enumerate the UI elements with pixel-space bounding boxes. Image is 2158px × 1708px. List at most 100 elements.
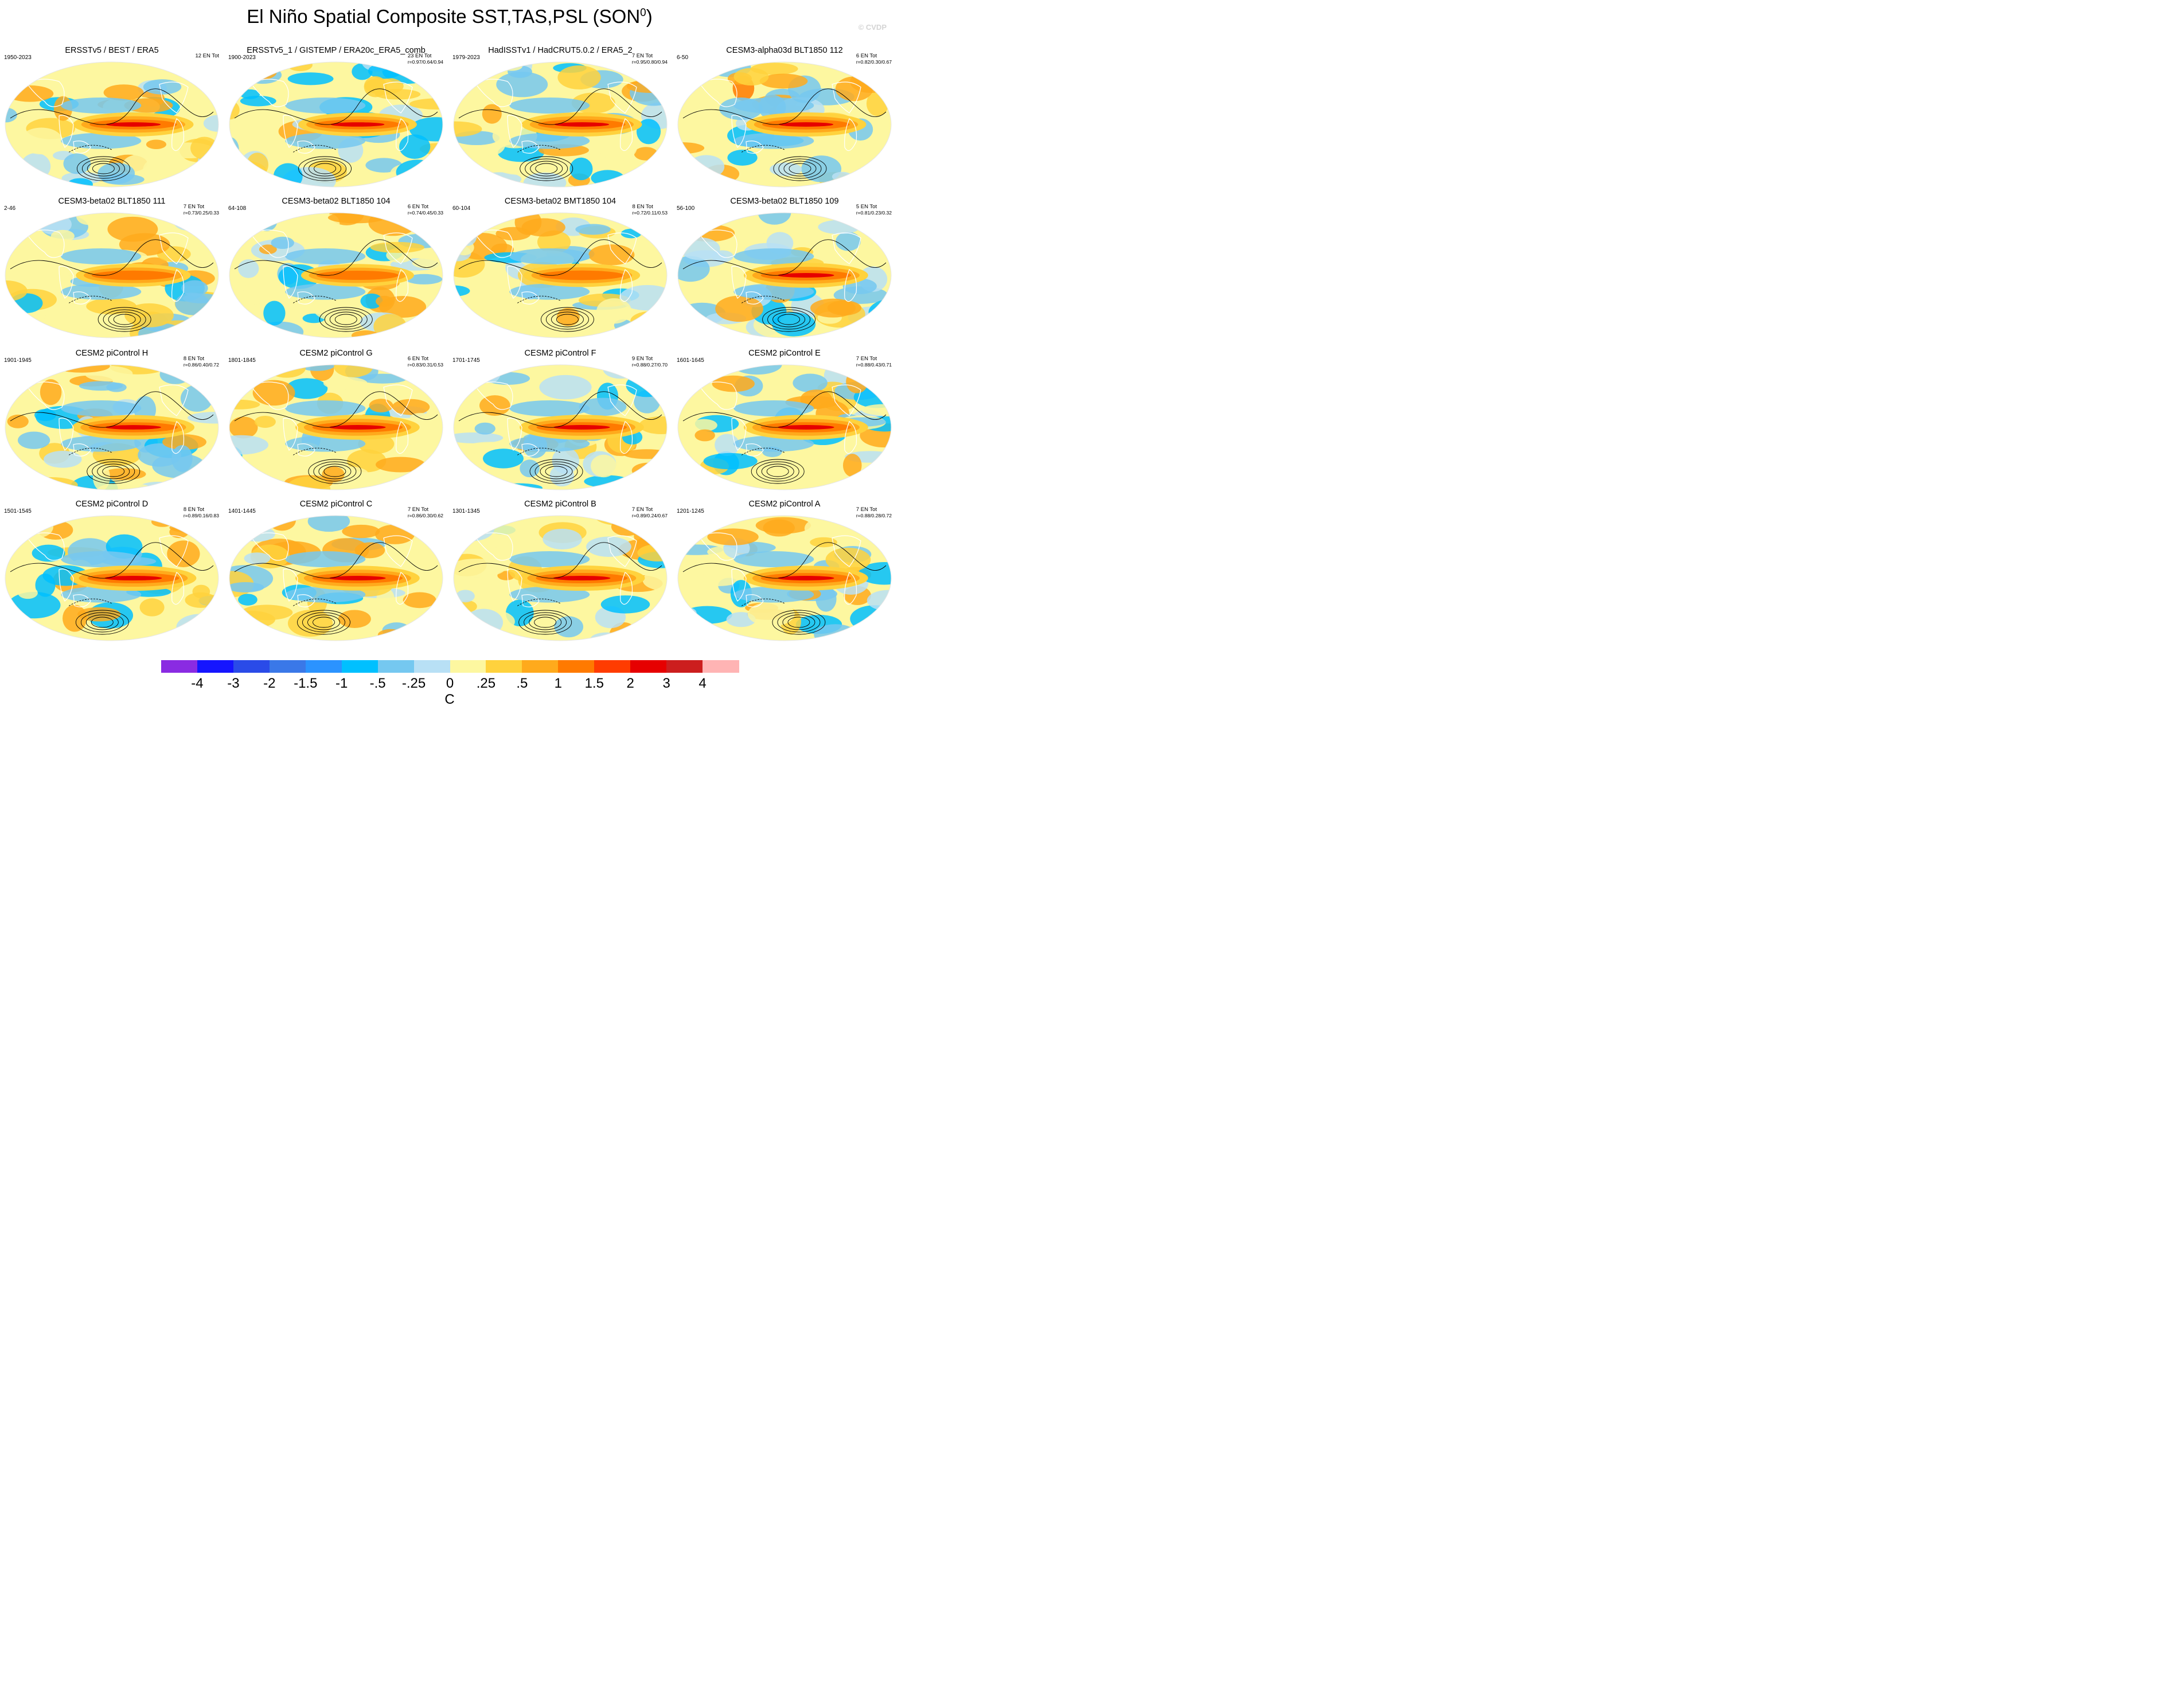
anomaly-blob [409,117,443,142]
coastline [396,572,409,605]
anomaly-blob [254,415,276,428]
anomaly-blob [7,170,43,183]
cool-anomaly-band [509,586,590,603]
panel-event-count: 7 EN Tot r=0.88/0.43/0.71 [856,356,892,368]
psl-contour [529,614,562,630]
anomaly-blob [180,166,218,187]
cool-anomaly-band [61,400,142,416]
anomaly-blob [694,429,715,442]
nino-warm-tongue [331,273,384,278]
anomaly-blob [835,76,873,102]
coastline [607,232,637,264]
map-outline [453,364,668,490]
psl-negative-contour [292,295,337,303]
coastline [844,421,857,454]
colorbar-tick-label: -3 [227,676,240,691]
anomaly-blob [596,298,632,324]
colorbar-box [269,660,306,673]
psl-zero-contour [10,88,214,125]
psl-contour [334,314,357,325]
psl-contour [313,617,335,628]
coastline [58,266,74,299]
anomaly-blob [641,171,665,187]
panel-title: CESM2 piControl A [748,500,821,509]
map-outline [229,212,443,338]
panel-count-text: 7 EN Tot [856,506,877,513]
cool-anomaly-band [733,435,814,452]
coastline [171,421,185,454]
anomaly-blob [458,600,477,613]
anomaly-blob [195,62,218,80]
psl-negative-contour [517,447,561,455]
anomaly-blob [733,68,769,86]
panel-years: 1301-1345 [452,508,480,514]
psl-zero-contour [682,239,887,276]
anomaly-blob [579,397,627,416]
anomaly-blob [5,320,25,335]
anomaly-blob [836,232,861,251]
psl-contour [530,161,563,177]
panel-title: CESM2 piControl F [524,349,596,358]
coastline [607,384,637,416]
psl-negative-contour [741,598,785,606]
nino-warm-tongue [104,576,162,580]
cvdp-watermark: © CVDP [858,23,887,32]
map-panel-grid: ERSSTv5 / BEST / ERA5 1950-2023 12 EN Tot E… [0,0,899,648]
anomaly-blob [804,516,858,541]
panel-correlation: r=0.82/0.30/0.67 [856,59,892,65]
psl-contour [92,461,135,482]
anomaly-blob [181,280,208,297]
anomaly-blob [50,229,75,243]
anomaly-blob [678,618,700,641]
coastline [844,118,857,151]
map-panel: CESM2 piControl C 1401-1445 7 EN Tot r=0.86… [224,498,448,647]
map-outline [5,61,219,188]
psl-zero-contour [234,88,438,125]
map-outline [677,515,892,641]
anomaly-blob [287,610,333,637]
anomaly-blob [454,432,504,443]
psl-negative-contour [292,145,337,153]
panel-correlation: r=0.88/0.43/0.71 [856,362,892,368]
anomaly-blob [552,447,579,474]
psl-contour [525,158,568,179]
panel-title: CESM2 piControl C [299,500,373,509]
robinson-map [453,61,668,188]
panel-event-count: 7 EN Tot r=0.89/0.24/0.67 [632,507,668,519]
psl-negative-contour [68,447,112,455]
psl-contour [551,311,584,327]
anomaly-blob [588,244,635,266]
anomaly-blob [686,627,709,641]
psl-contour [762,307,816,332]
coastline [700,532,737,561]
panel-title: ERSSTv5_1 / GISTEMP / ERA20c_ERA5_comb [247,46,426,55]
anomaly-blob [755,517,811,534]
robinson-map [229,61,443,188]
anomaly-blob [459,62,487,74]
panel-title: CESM3-beta02 BMT1850 104 [504,197,616,206]
anomaly-blob [229,399,260,410]
psl-contour [761,463,794,479]
panel-event-count: 7 EN Tot r=0.86/0.30/0.62 [408,507,443,519]
coastline [73,443,91,457]
psl-contour [751,459,805,484]
anomaly-blob [271,236,294,249]
cool-anomaly-band [509,551,590,567]
panel-title: CESM2 piControl G [299,349,373,358]
anomaly-blob [29,478,50,490]
psl-contour [766,466,789,477]
anomaly-blob [842,174,865,187]
anomaly-blob [32,544,65,562]
map-panel: ERSSTv5_1 / GISTEMP / ERA20c_ERA5_comb 19… [224,44,448,193]
coastline [251,381,289,410]
anomaly-blob [244,552,271,564]
panel-event-count: 6 EN Tot r=0.83/0.31/0.53 [408,356,443,368]
colorbar-tick-label: 1 [554,676,562,691]
anomaly-blob [454,366,487,378]
panel-correlation: r=0.88/0.27/0.70 [631,362,668,368]
anomaly-blob [569,157,593,181]
anomaly-blob [238,259,259,278]
panel-years: 2-46 [4,205,16,212]
anomaly-blob [396,159,439,185]
coastline [73,291,91,305]
